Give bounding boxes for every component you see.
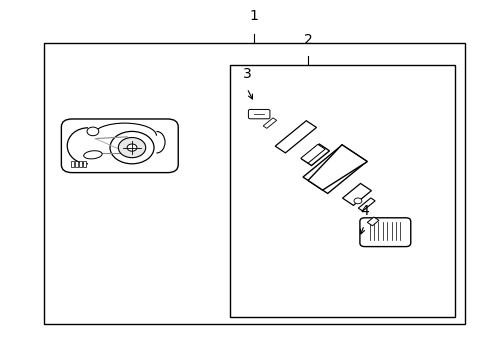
Text: 1: 1 xyxy=(249,9,258,23)
Polygon shape xyxy=(366,217,378,226)
Text: 3: 3 xyxy=(242,67,251,81)
Circle shape xyxy=(353,198,361,204)
Bar xyxy=(71,161,74,167)
Circle shape xyxy=(127,144,137,151)
Circle shape xyxy=(110,131,154,164)
Ellipse shape xyxy=(83,151,102,159)
Text: 4: 4 xyxy=(359,204,368,218)
Polygon shape xyxy=(263,118,276,128)
Bar xyxy=(44,43,464,324)
Polygon shape xyxy=(358,198,374,211)
FancyBboxPatch shape xyxy=(359,218,410,247)
Polygon shape xyxy=(303,145,366,193)
Circle shape xyxy=(118,138,145,158)
Bar xyxy=(75,161,78,167)
Polygon shape xyxy=(301,144,329,166)
FancyBboxPatch shape xyxy=(61,119,178,173)
Circle shape xyxy=(87,127,99,136)
Polygon shape xyxy=(342,184,371,205)
Polygon shape xyxy=(275,121,316,153)
Text: 2: 2 xyxy=(303,33,312,47)
Polygon shape xyxy=(300,144,325,163)
Bar xyxy=(79,161,81,167)
Polygon shape xyxy=(307,145,366,190)
FancyBboxPatch shape xyxy=(248,109,269,119)
Bar xyxy=(82,161,85,167)
Bar xyxy=(229,65,454,317)
